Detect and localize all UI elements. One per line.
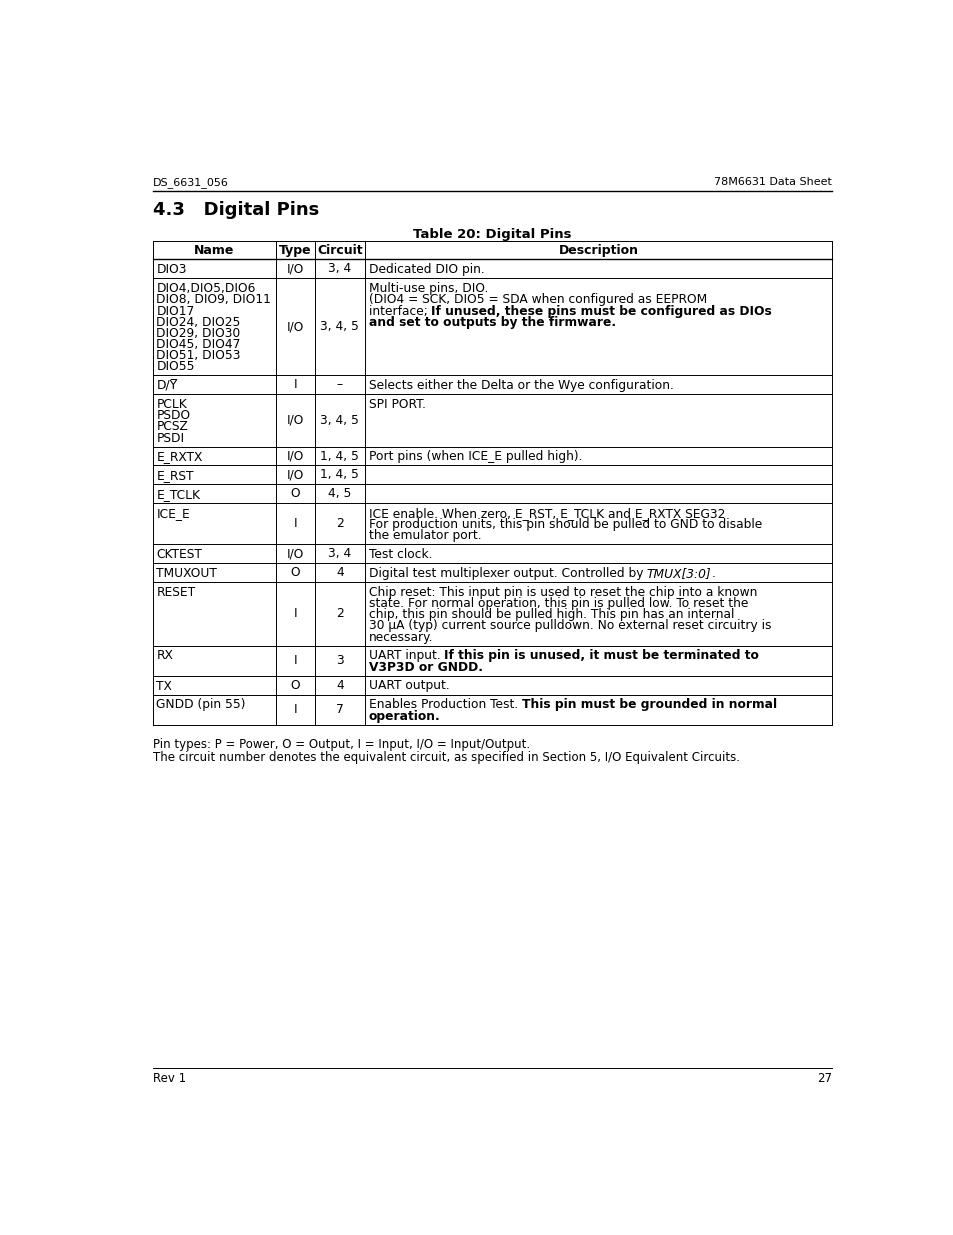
Text: 2: 2: [335, 517, 343, 530]
Text: 4.3   Digital Pins: 4.3 Digital Pins: [152, 200, 318, 219]
Text: (DIO4 = SCK, DIO5 = SDA when configured as EEPROM: (DIO4 = SCK, DIO5 = SDA when configured …: [368, 294, 706, 306]
Text: DS_6631_056: DS_6631_056: [152, 178, 228, 189]
Text: Type: Type: [279, 243, 312, 257]
Text: E_RXTX: E_RXTX: [156, 451, 203, 463]
Text: I: I: [294, 378, 297, 391]
Text: 1, 4, 5: 1, 4, 5: [320, 450, 359, 462]
Text: necessary.: necessary.: [368, 631, 433, 643]
Text: 4, 5: 4, 5: [328, 488, 351, 500]
Text: 4: 4: [335, 678, 343, 692]
Text: SPI PORT.: SPI PORT.: [368, 398, 425, 411]
Text: I/O: I/O: [287, 262, 304, 275]
Text: 3: 3: [335, 655, 343, 667]
Text: 3, 4: 3, 4: [328, 547, 351, 561]
Text: Selects either the Delta or the Wye configuration.: Selects either the Delta or the Wye conf…: [368, 379, 673, 393]
Text: chip, this pin should be pulled high. This pin has an internal: chip, this pin should be pulled high. Th…: [368, 609, 733, 621]
Text: UART output.: UART output.: [368, 679, 449, 693]
Text: For production units, this pin should be pulled to GND to disable: For production units, this pin should be…: [368, 519, 760, 531]
Text: DIO3: DIO3: [156, 263, 187, 277]
Text: UART input.: UART input.: [368, 650, 444, 662]
Text: DIO24, DIO25: DIO24, DIO25: [156, 316, 240, 329]
Text: Enables Production Test.: Enables Production Test.: [368, 698, 521, 711]
Text: Digital test multiplexer output. Controlled by: Digital test multiplexer output. Control…: [368, 567, 646, 580]
Text: PSDI: PSDI: [156, 431, 184, 445]
Text: RESET: RESET: [156, 585, 195, 599]
Text: 30 μA (typ) current source pulldown. No external reset circuitry is: 30 μA (typ) current source pulldown. No …: [368, 620, 770, 632]
Text: Table 20: Digital Pins: Table 20: Digital Pins: [413, 227, 571, 241]
Text: CKTEST: CKTEST: [156, 548, 202, 561]
Text: GNDD (pin 55): GNDD (pin 55): [156, 698, 246, 711]
Text: Dedicated DIO pin.: Dedicated DIO pin.: [368, 263, 484, 277]
Text: Test clock.: Test clock.: [368, 548, 432, 561]
Text: DIO29, DIO30: DIO29, DIO30: [156, 327, 240, 340]
Text: The circuit number denotes the equivalent circuit, as specified in Section 5, I/: The circuit number denotes the equivalen…: [152, 751, 739, 763]
Text: Chip reset: This input pin is used to reset the chip into a known: Chip reset: This input pin is used to re…: [368, 585, 756, 599]
Text: Pin types: P = Power, O = Output, I = Input, I/O = Input/Output.: Pin types: P = Power, O = Output, I = In…: [152, 739, 529, 751]
Text: DIO4,DIO5,DIO6: DIO4,DIO5,DIO6: [156, 282, 255, 295]
Text: PCLK: PCLK: [156, 398, 187, 411]
Text: RX: RX: [156, 650, 173, 662]
Text: DIO8, DIO9, DIO11: DIO8, DIO9, DIO11: [156, 294, 271, 306]
Text: Multi-use pins, DIO.: Multi-use pins, DIO.: [368, 282, 487, 295]
Text: If unused, these pins must be configured as DIOs: If unused, these pins must be configured…: [431, 305, 771, 317]
Text: Circuit: Circuit: [316, 243, 362, 257]
Text: ICE_E: ICE_E: [156, 508, 190, 520]
Text: I/O: I/O: [287, 547, 304, 561]
Text: O: O: [291, 678, 300, 692]
Text: E_RST: E_RST: [156, 469, 193, 483]
Text: state. For normal operation, this pin is pulled low. To reset the: state. For normal operation, this pin is…: [368, 597, 747, 610]
Text: I/O: I/O: [287, 320, 304, 333]
Text: D/Y̅: D/Y̅: [156, 379, 177, 393]
Text: I/O: I/O: [287, 450, 304, 462]
Text: O: O: [291, 566, 300, 579]
Text: Rev 1: Rev 1: [152, 1072, 186, 1086]
Text: 3, 4, 5: 3, 4, 5: [320, 320, 359, 333]
Text: I: I: [294, 655, 297, 667]
Text: DIO17: DIO17: [156, 305, 194, 317]
Text: If this pin is unused, it must be terminated to: If this pin is unused, it must be termin…: [444, 650, 759, 662]
Text: 1, 4, 5: 1, 4, 5: [320, 468, 359, 482]
Text: PSDO: PSDO: [156, 409, 191, 422]
Text: .: .: [711, 567, 715, 580]
Text: E_TCLK: E_TCLK: [156, 488, 200, 501]
Text: TX: TX: [156, 679, 172, 693]
Text: operation.: operation.: [368, 710, 439, 722]
Text: Description: Description: [558, 243, 638, 257]
Text: I/O: I/O: [287, 468, 304, 482]
Text: TMUX[3:0]: TMUX[3:0]: [646, 567, 711, 580]
Text: Name: Name: [194, 243, 234, 257]
Text: Port pins (when ICE_E pulled high).: Port pins (when ICE_E pulled high).: [368, 451, 581, 463]
Text: and set to outputs by the firmware.: and set to outputs by the firmware.: [368, 316, 615, 329]
Text: 7: 7: [335, 703, 343, 716]
Text: DIO55: DIO55: [156, 361, 194, 373]
Text: DIO45, DIO47: DIO45, DIO47: [156, 338, 240, 351]
Text: the emulator port.: the emulator port.: [368, 530, 480, 542]
Text: TMUXOUT: TMUXOUT: [156, 567, 217, 580]
Text: 2: 2: [335, 608, 343, 620]
Text: DIO51, DIO53: DIO51, DIO53: [156, 350, 241, 362]
Text: PCSZ: PCSZ: [156, 420, 188, 433]
Text: I: I: [294, 703, 297, 716]
Text: interface;: interface;: [368, 305, 431, 317]
Text: 78M6631 Data Sheet: 78M6631 Data Sheet: [714, 178, 831, 188]
Text: 27: 27: [817, 1072, 831, 1086]
Text: V3P3D or GNDD.: V3P3D or GNDD.: [368, 661, 482, 673]
Text: ICE enable. When zero, E_RST, E_TCLK and E_RXTX SEG32: ICE enable. When zero, E_RST, E_TCLK and…: [368, 508, 724, 520]
Text: This pin must be grounded in normal: This pin must be grounded in normal: [521, 698, 776, 711]
Text: 3, 4: 3, 4: [328, 262, 351, 275]
Text: 3, 4, 5: 3, 4, 5: [320, 414, 359, 427]
Text: I: I: [294, 517, 297, 530]
Text: –: –: [336, 378, 342, 391]
Text: I/O: I/O: [287, 414, 304, 427]
Text: O: O: [291, 488, 300, 500]
Text: I: I: [294, 608, 297, 620]
Text: 4: 4: [335, 566, 343, 579]
